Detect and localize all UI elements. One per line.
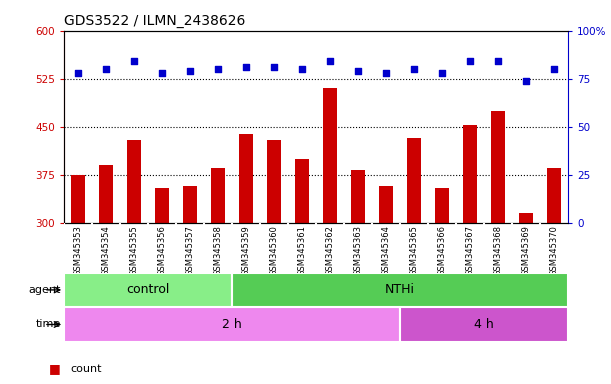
Point bbox=[157, 70, 167, 76]
Point bbox=[549, 66, 559, 72]
Bar bbox=[519, 213, 533, 223]
Point bbox=[298, 66, 307, 72]
Text: control: control bbox=[126, 283, 170, 296]
Point bbox=[269, 64, 279, 70]
Text: GSM345358: GSM345358 bbox=[214, 225, 222, 276]
Bar bbox=[99, 165, 113, 223]
Text: GSM345363: GSM345363 bbox=[354, 225, 363, 276]
Bar bbox=[379, 185, 393, 223]
Text: GSM345362: GSM345362 bbox=[326, 225, 335, 276]
Bar bbox=[64, 273, 232, 307]
Bar bbox=[267, 139, 281, 223]
Text: GSM345357: GSM345357 bbox=[186, 225, 195, 276]
Bar bbox=[155, 187, 169, 223]
Point bbox=[409, 66, 419, 72]
Text: NTHi: NTHi bbox=[385, 283, 415, 296]
Bar bbox=[183, 185, 197, 223]
Bar bbox=[400, 307, 568, 342]
Bar bbox=[295, 159, 309, 223]
Point bbox=[437, 70, 447, 76]
Text: GSM345355: GSM345355 bbox=[130, 225, 139, 276]
Text: time: time bbox=[36, 319, 61, 329]
Text: GSM345354: GSM345354 bbox=[101, 225, 111, 276]
Bar bbox=[351, 170, 365, 223]
Text: GSM345366: GSM345366 bbox=[437, 225, 447, 276]
Point bbox=[241, 64, 251, 70]
Bar bbox=[323, 88, 337, 223]
Text: count: count bbox=[70, 364, 102, 374]
Bar bbox=[232, 273, 568, 307]
Text: GSM345360: GSM345360 bbox=[269, 225, 279, 276]
Text: GSM345353: GSM345353 bbox=[74, 225, 82, 276]
Point bbox=[381, 70, 391, 76]
Bar bbox=[64, 307, 400, 342]
Text: GSM345367: GSM345367 bbox=[466, 225, 475, 276]
Point bbox=[521, 78, 531, 84]
Bar bbox=[127, 139, 141, 223]
Text: GSM345356: GSM345356 bbox=[158, 225, 167, 276]
Point bbox=[101, 66, 111, 72]
Text: ■: ■ bbox=[49, 362, 60, 375]
Bar bbox=[71, 175, 85, 223]
Point bbox=[353, 68, 363, 74]
Text: GSM345365: GSM345365 bbox=[410, 225, 419, 276]
Point bbox=[213, 66, 223, 72]
Text: GSM345361: GSM345361 bbox=[298, 225, 307, 276]
Bar bbox=[211, 168, 225, 223]
Text: GSM345369: GSM345369 bbox=[522, 225, 531, 276]
Point bbox=[185, 68, 195, 74]
Point bbox=[466, 58, 475, 65]
Text: GDS3522 / ILMN_2438626: GDS3522 / ILMN_2438626 bbox=[64, 14, 246, 28]
Text: 2 h: 2 h bbox=[222, 318, 242, 331]
Text: GSM345368: GSM345368 bbox=[494, 225, 503, 276]
Bar bbox=[407, 138, 421, 223]
Point bbox=[73, 70, 83, 76]
Point bbox=[493, 58, 503, 65]
Point bbox=[325, 58, 335, 65]
Text: agent: agent bbox=[29, 285, 61, 295]
Bar bbox=[491, 111, 505, 223]
Bar bbox=[239, 134, 253, 223]
Point bbox=[130, 58, 139, 65]
Text: 4 h: 4 h bbox=[474, 318, 494, 331]
Text: GSM345370: GSM345370 bbox=[550, 225, 558, 276]
Text: GSM345359: GSM345359 bbox=[242, 225, 251, 276]
Bar bbox=[435, 187, 449, 223]
Text: GSM345364: GSM345364 bbox=[382, 225, 390, 276]
Bar bbox=[547, 168, 562, 223]
Bar bbox=[463, 125, 477, 223]
